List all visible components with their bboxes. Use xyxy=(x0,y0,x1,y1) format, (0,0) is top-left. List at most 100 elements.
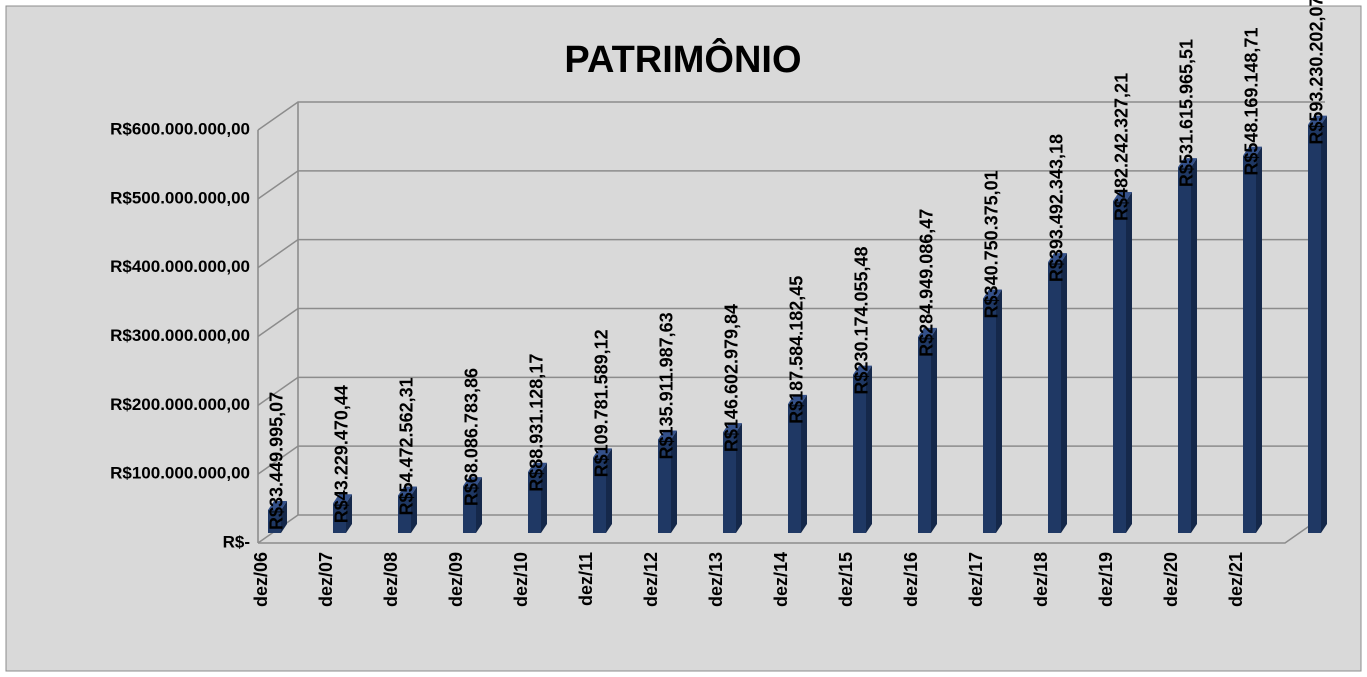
bar-side xyxy=(411,486,417,533)
x-tick-label: dez/08 xyxy=(381,552,401,607)
x-tick-label: dez/15 xyxy=(836,552,856,607)
bar xyxy=(1048,253,1067,533)
bar xyxy=(1178,158,1197,533)
bar-top xyxy=(788,394,807,404)
bar-top xyxy=(918,327,937,337)
value-label: R$548.169.148,71 xyxy=(1242,28,1262,176)
bar-front xyxy=(788,403,801,533)
bar xyxy=(268,500,287,533)
value-label: R$43.229.470,44 xyxy=(332,385,352,523)
value-label: R$482.242.327,21 xyxy=(1112,73,1132,221)
value-label: R$68.086.783,86 xyxy=(462,368,482,506)
bar-front xyxy=(593,457,606,533)
value-label: R$593.230.202,07 xyxy=(1307,0,1327,145)
value-label: R$393.492.343,18 xyxy=(1047,134,1067,282)
bar-front xyxy=(853,374,866,533)
bar xyxy=(658,430,677,533)
value-label: R$531.615.965,51 xyxy=(1177,39,1197,187)
value-label: R$135.911.987,63 xyxy=(657,312,677,459)
bar-top xyxy=(333,494,352,504)
bar-top xyxy=(528,462,547,472)
bar-front xyxy=(333,503,346,533)
x-tick-label: dez/13 xyxy=(706,552,726,607)
value-label: R$284.949.086,47 xyxy=(917,209,937,357)
bar-top xyxy=(1243,146,1262,156)
bar-front xyxy=(398,495,411,533)
bar xyxy=(593,448,612,533)
bar-top xyxy=(268,500,287,510)
x-tick-label: dez/07 xyxy=(316,552,336,607)
bar xyxy=(1243,146,1262,534)
bar-front xyxy=(658,439,671,533)
x-tick-label: dez/18 xyxy=(1031,552,1051,607)
grid-line xyxy=(257,170,1325,200)
bar-side xyxy=(346,494,352,533)
bar-side xyxy=(1191,158,1197,533)
bar-front xyxy=(1178,167,1191,533)
bar-front xyxy=(723,432,736,533)
bar xyxy=(398,486,417,533)
bar-front xyxy=(983,298,996,533)
bar-top xyxy=(398,486,417,496)
bar-side xyxy=(1061,253,1067,533)
bar-top xyxy=(1308,115,1327,125)
value-label: R$187.584.182,45 xyxy=(787,276,807,424)
value-label: R$88.931.128,17 xyxy=(527,354,547,492)
bar-top xyxy=(853,365,872,375)
bar xyxy=(463,477,482,533)
bar-front xyxy=(1113,201,1126,534)
value-label: R$146.602.979,84 xyxy=(722,304,742,452)
x-tick-label: dez/12 xyxy=(641,552,661,607)
bar xyxy=(1308,115,1327,533)
bar-top xyxy=(983,289,1002,299)
grid-line xyxy=(257,514,1325,544)
y-tick-label: R$- xyxy=(223,532,250,551)
bar xyxy=(853,365,872,533)
bar-side xyxy=(541,462,547,533)
bar xyxy=(1113,192,1132,534)
grid-line xyxy=(257,307,1325,338)
value-label: R$340.750.375,01 xyxy=(982,170,1002,318)
bar-side xyxy=(1126,192,1132,534)
bar-side xyxy=(866,365,872,533)
bar-top xyxy=(463,477,482,487)
bar-top xyxy=(593,448,612,458)
bar-side xyxy=(736,423,742,533)
x-tick-label: dez/19 xyxy=(1096,552,1116,607)
y-tick-label: R$600.000.000,00 xyxy=(110,119,250,138)
grid-line xyxy=(257,376,1325,406)
value-label: R$33.449.995,07 xyxy=(267,392,287,530)
bar-side xyxy=(996,289,1002,533)
bar-side xyxy=(1321,115,1327,533)
bar xyxy=(918,327,937,533)
x-tick-label: dez/21 xyxy=(1226,552,1246,607)
bar xyxy=(788,394,807,533)
x-tick-label: dez/14 xyxy=(771,552,791,607)
chart-background xyxy=(5,5,1362,672)
bar-side xyxy=(1256,146,1262,534)
bar-front xyxy=(1048,262,1061,533)
chart-title: PATRIMÔNIO xyxy=(564,36,801,81)
bar-top xyxy=(1178,158,1197,168)
y-tick-label: R$500.000.000,00 xyxy=(110,188,250,207)
y-tick-label: R$400.000.000,00 xyxy=(110,257,250,276)
x-tick-label: dez/20 xyxy=(1161,552,1181,607)
bar-front xyxy=(918,336,931,533)
bar-side xyxy=(801,394,807,533)
bar-top xyxy=(658,430,677,440)
y-tick-label: R$100.000.000,00 xyxy=(110,464,250,483)
y-tick-label: R$200.000.000,00 xyxy=(110,395,250,414)
bar-side xyxy=(671,430,677,533)
x-tick-label: dez/06 xyxy=(251,552,271,607)
x-tick-label: dez/10 xyxy=(511,552,531,607)
value-label: R$109.781.589,12 xyxy=(592,329,612,477)
x-tick-label: dez/16 xyxy=(901,552,921,607)
x-tick-label: dez/11 xyxy=(576,552,596,606)
grid-line xyxy=(257,238,1325,269)
bar-front xyxy=(1308,124,1321,533)
bar-top xyxy=(723,423,742,433)
bar-top xyxy=(1048,253,1067,263)
y-tick-label: R$300.000.000,00 xyxy=(110,326,250,345)
value-label: R$54.472.562,31 xyxy=(397,377,417,515)
bar xyxy=(723,423,742,533)
